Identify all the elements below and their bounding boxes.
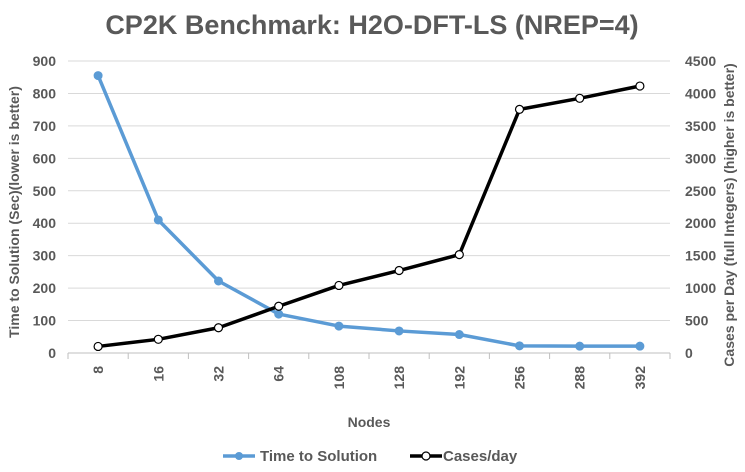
data-point xyxy=(635,341,645,351)
right-tick-label: 1500 xyxy=(685,248,716,264)
data-point xyxy=(454,330,464,340)
data-point xyxy=(575,93,585,103)
right-tick-label: 2000 xyxy=(685,215,716,231)
data-point xyxy=(334,321,344,331)
data-point xyxy=(274,309,284,319)
x-axis-label: Nodes xyxy=(348,414,391,430)
x-tick-label: 256 xyxy=(512,366,528,390)
x-tick-label: 16 xyxy=(150,366,166,382)
x-axis-ticks: 8 16 32 64 108 128 192 256 288 392 xyxy=(67,353,671,390)
x-tick-label: 108 xyxy=(331,366,347,390)
data-point xyxy=(514,104,525,115)
left-tick-label: 300 xyxy=(33,248,57,264)
x-tick-label: 288 xyxy=(572,366,588,390)
left-tick-label: 0 xyxy=(48,345,56,361)
data-point xyxy=(635,81,645,91)
series-line xyxy=(97,84,641,349)
data-point xyxy=(213,323,224,333)
data-point xyxy=(153,334,163,344)
right-tick-label: 0 xyxy=(685,345,693,361)
right-tick-label: 4500 xyxy=(685,53,716,69)
right-tick-label: 1000 xyxy=(685,280,716,296)
data-point xyxy=(575,341,585,351)
data-point xyxy=(274,301,284,311)
x-tick-label: 128 xyxy=(391,366,407,390)
left-tick-label: 900 xyxy=(33,53,57,69)
data-point xyxy=(93,71,103,81)
series xyxy=(93,71,645,352)
series-line xyxy=(96,74,640,348)
right-tick-label: 4000 xyxy=(685,85,716,101)
right-tick-label: 2500 xyxy=(685,183,716,199)
legend-marker xyxy=(421,451,431,461)
right-tick-label: 3000 xyxy=(685,150,716,166)
data-point xyxy=(334,280,344,291)
x-tick-label: 192 xyxy=(451,366,467,390)
left-tick-label: 400 xyxy=(33,215,57,231)
left-tick-label: 200 xyxy=(33,280,57,296)
left-axis-ticks: 0 100 200 300 400 500 600 700 800 900 xyxy=(33,53,57,361)
data-point xyxy=(515,341,524,351)
data-point xyxy=(454,250,464,260)
left-tick-label: 800 xyxy=(33,85,57,101)
data-point xyxy=(153,215,163,225)
legend-label: Cases/day xyxy=(443,448,518,465)
data-point xyxy=(214,276,223,286)
left-tick-label: 700 xyxy=(33,118,57,134)
x-tick-label: 32 xyxy=(211,366,227,382)
gridlines xyxy=(68,60,670,354)
x-tick-label: 64 xyxy=(271,366,287,382)
right-axis-label: Cases per Day (full Integers) (higher is… xyxy=(721,63,737,366)
left-axis-label: Time to Solution (Sec)(lower is better) xyxy=(6,86,22,338)
legend-marker xyxy=(235,452,243,460)
legend: Time to Solution Cases/day xyxy=(223,448,518,465)
legend-label: Time to Solution xyxy=(260,448,377,465)
data-point xyxy=(394,326,404,336)
left-tick-label: 100 xyxy=(33,313,57,329)
left-tick-label: 500 xyxy=(33,183,57,199)
chart-title: CP2K Benchmark: H2O-DFT-LS (NREP=4) xyxy=(105,10,638,40)
x-tick-label: 392 xyxy=(632,366,648,390)
right-axis-ticks: 0 500 1000 1500 2000 2500 3000 3500 4000 4500 xyxy=(685,53,716,361)
x-tick-label: 8 xyxy=(90,366,106,374)
left-tick-label: 600 xyxy=(33,150,57,166)
right-tick-label: 3500 xyxy=(685,118,716,134)
data-point xyxy=(394,265,404,276)
data-point xyxy=(93,341,103,352)
right-tick-label: 500 xyxy=(685,313,709,329)
